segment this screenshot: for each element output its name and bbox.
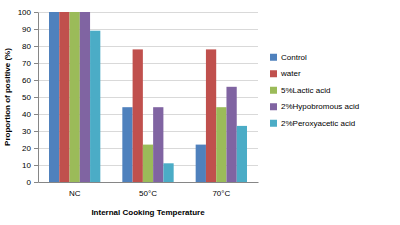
legend-item: 2%Hypobromous acid <box>270 102 359 111</box>
y-tick: 80 <box>22 42 38 51</box>
bar <box>206 49 216 182</box>
bars <box>49 12 247 182</box>
y-tick-label: 50 <box>22 93 31 102</box>
bar <box>49 12 59 182</box>
legend-label: 2%Hypobromous acid <box>281 102 359 111</box>
bar <box>122 107 132 182</box>
legend-swatch <box>270 103 277 110</box>
bar <box>143 145 153 182</box>
legend-item: water <box>270 69 301 78</box>
bar <box>216 107 226 182</box>
x-axis-title: Internal Cooking Temperature <box>91 208 205 217</box>
bar <box>226 87 236 182</box>
y-tick-label: 30 <box>22 127 31 136</box>
y-tick-label: 70 <box>22 59 31 68</box>
y-tick: 30 <box>22 127 38 136</box>
y-tick-mark <box>34 80 38 81</box>
legend-label: water <box>280 69 301 78</box>
legend-item: Control <box>270 53 307 62</box>
plot: 0 10 20 30 40 50 60 70 80 90 100 NC 50°C 70°C <box>18 8 259 198</box>
legend-swatch <box>270 87 277 94</box>
y-tick-label: 100 <box>18 8 32 17</box>
y-tick: 70 <box>22 59 38 68</box>
x-tick: 50°C <box>139 189 157 198</box>
x-tick-label: 70°C <box>212 189 230 198</box>
legend-swatch <box>270 120 277 127</box>
y-tick-mark <box>34 114 38 115</box>
y-tick-mark <box>34 148 38 149</box>
x-tick: NC <box>69 189 81 198</box>
y-tick-mark <box>34 29 38 30</box>
bar <box>80 12 90 182</box>
bar-series <box>90 31 247 182</box>
x-axis: NC 50°C 70°C <box>39 183 259 198</box>
y-tick-label: 90 <box>22 25 31 34</box>
legend-label: Control <box>281 53 307 62</box>
bar <box>59 12 69 182</box>
bar <box>163 163 173 182</box>
y-tick-label: 80 <box>22 42 31 51</box>
bar <box>153 107 163 182</box>
y-tick: 100 <box>18 8 38 17</box>
bar <box>90 31 100 182</box>
legend-label: 5%Lactic acid <box>281 86 330 95</box>
bar-series <box>49 12 206 182</box>
y-tick: 50 <box>22 93 38 102</box>
legend-swatch <box>270 54 277 61</box>
y-axis: 0 10 20 30 40 50 60 70 80 90 100 <box>18 8 39 187</box>
bar <box>196 145 206 182</box>
y-tick: 90 <box>22 25 38 34</box>
legend-swatch <box>270 70 277 77</box>
y-tick-label: 40 <box>22 110 31 119</box>
y-tick-mark <box>34 165 38 166</box>
y-tick: 0 <box>27 178 38 187</box>
y-tick-label: 10 <box>22 161 31 170</box>
bar <box>70 12 80 182</box>
x-tick-label: NC <box>69 189 81 198</box>
bar <box>237 126 247 182</box>
bar <box>133 49 143 182</box>
legend-item: 2%Peroxyacetic acid <box>270 119 355 128</box>
y-tick-mark <box>34 131 38 132</box>
y-tick-label: 0 <box>27 178 32 187</box>
y-axis-line <box>38 13 39 183</box>
y-tick: 20 <box>22 144 38 153</box>
y-tick: 40 <box>22 110 38 119</box>
bar-series <box>80 12 237 182</box>
y-tick-mark <box>34 97 38 98</box>
y-tick: 10 <box>22 161 38 170</box>
grid <box>38 12 258 182</box>
legend-item: 5%Lactic acid <box>270 86 330 95</box>
y-tick-mark <box>34 182 38 183</box>
bar-series <box>59 12 216 182</box>
x-axis-line <box>39 182 259 183</box>
y-axis-title: Proportion of positive (%) <box>3 48 12 146</box>
y-tick-mark <box>34 12 38 13</box>
y-tick: 60 <box>22 76 38 85</box>
y-tick-mark <box>34 46 38 47</box>
x-tick-label: 50°C <box>139 189 157 198</box>
bar-series <box>70 12 227 182</box>
y-tick-mark <box>34 63 38 64</box>
y-tick-label: 20 <box>22 144 31 153</box>
x-tick: 70°C <box>212 189 230 198</box>
y-tick-label: 60 <box>22 76 31 85</box>
legend: Control water 5%Lactic acid 2%Hypobromous a… <box>270 53 359 128</box>
legend-label: 2%Peroxyacetic acid <box>281 119 355 128</box>
